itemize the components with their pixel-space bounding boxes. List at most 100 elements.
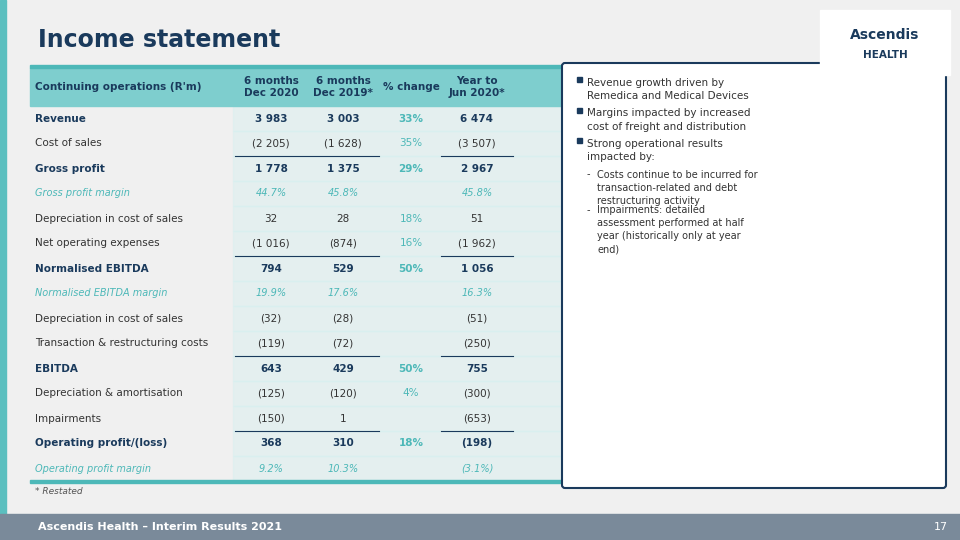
Bar bbox=[233, 256, 565, 281]
Text: % change: % change bbox=[383, 82, 440, 92]
Text: 1 375: 1 375 bbox=[326, 164, 359, 173]
Text: (250): (250) bbox=[463, 339, 491, 348]
Text: HEALTH: HEALTH bbox=[863, 51, 907, 60]
Text: (1 962): (1 962) bbox=[458, 239, 496, 248]
Text: 19.9%: 19.9% bbox=[255, 288, 287, 299]
Text: 50%: 50% bbox=[398, 363, 423, 374]
Text: 1: 1 bbox=[340, 414, 347, 423]
Text: Impairments: Impairments bbox=[35, 414, 101, 423]
Text: Year to
Jun 2020*: Year to Jun 2020* bbox=[448, 76, 505, 98]
Bar bbox=[30, 68, 565, 106]
Bar bbox=[233, 331, 565, 356]
Text: 45.8%: 45.8% bbox=[327, 188, 359, 199]
Text: Gross profit: Gross profit bbox=[35, 164, 105, 173]
Text: -: - bbox=[587, 205, 590, 215]
Bar bbox=[233, 456, 565, 481]
Text: (300): (300) bbox=[463, 388, 491, 399]
Text: Depreciation in cost of sales: Depreciation in cost of sales bbox=[35, 314, 183, 323]
Text: 3 003: 3 003 bbox=[326, 113, 359, 124]
Text: 51: 51 bbox=[470, 213, 484, 224]
Text: 6 months
Dec 2019*: 6 months Dec 2019* bbox=[313, 76, 372, 98]
Text: 1 778: 1 778 bbox=[254, 164, 287, 173]
Text: 643: 643 bbox=[260, 363, 282, 374]
Text: 429: 429 bbox=[332, 363, 354, 374]
Bar bbox=[233, 181, 565, 206]
Text: 529: 529 bbox=[332, 264, 354, 273]
Text: 33%: 33% bbox=[398, 113, 423, 124]
Text: 16%: 16% bbox=[399, 239, 422, 248]
Text: Income statement: Income statement bbox=[38, 28, 280, 52]
Bar bbox=[0, 514, 960, 540]
Bar bbox=[233, 131, 565, 156]
Text: 18%: 18% bbox=[399, 213, 422, 224]
Text: Revenue: Revenue bbox=[35, 113, 85, 124]
Bar bbox=[233, 381, 565, 406]
Text: (120): (120) bbox=[329, 388, 357, 399]
Text: Margins impacted by increased
cost of freight and distribution: Margins impacted by increased cost of fr… bbox=[587, 109, 751, 132]
Text: 755: 755 bbox=[466, 363, 488, 374]
Text: 44.7%: 44.7% bbox=[255, 188, 287, 199]
Text: 17.6%: 17.6% bbox=[327, 288, 359, 299]
Bar bbox=[30, 480, 565, 483]
Bar bbox=[233, 231, 565, 256]
Text: (874): (874) bbox=[329, 239, 357, 248]
Text: 18%: 18% bbox=[398, 438, 423, 449]
Text: (653): (653) bbox=[463, 414, 491, 423]
Text: Depreciation in cost of sales: Depreciation in cost of sales bbox=[35, 213, 183, 224]
Bar bbox=[233, 281, 565, 306]
Text: 310: 310 bbox=[332, 438, 354, 449]
Text: Net operating expenses: Net operating expenses bbox=[35, 239, 159, 248]
Text: Continuing operations (R'm): Continuing operations (R'm) bbox=[35, 82, 202, 92]
Bar bbox=[0, 0, 6, 514]
Text: Operating profit margin: Operating profit margin bbox=[35, 463, 151, 474]
Text: (1 628): (1 628) bbox=[324, 138, 362, 149]
Text: (3 507): (3 507) bbox=[458, 138, 495, 149]
Bar bbox=[577, 107, 582, 112]
Text: 4%: 4% bbox=[403, 388, 420, 399]
Bar bbox=[233, 431, 565, 456]
Text: Ascendis: Ascendis bbox=[851, 28, 920, 42]
Text: (2 205): (2 205) bbox=[252, 138, 290, 149]
Text: 6 474: 6 474 bbox=[461, 113, 493, 124]
Text: 3 983: 3 983 bbox=[254, 113, 287, 124]
Bar bbox=[233, 406, 565, 431]
Text: 29%: 29% bbox=[398, 164, 423, 173]
Text: Impairments: detailed
assessment performed at half
year (historically only at ye: Impairments: detailed assessment perform… bbox=[597, 205, 744, 254]
Bar bbox=[577, 77, 582, 82]
Text: 50%: 50% bbox=[398, 264, 423, 273]
Text: Revenue growth driven by
Remedica and Medical Devices: Revenue growth driven by Remedica and Me… bbox=[587, 78, 749, 101]
Text: 28: 28 bbox=[336, 213, 349, 224]
Text: Transaction & restructuring costs: Transaction & restructuring costs bbox=[35, 339, 208, 348]
Text: EBITDA: EBITDA bbox=[35, 363, 78, 374]
Text: 10.3%: 10.3% bbox=[327, 463, 359, 474]
Bar bbox=[233, 206, 565, 231]
Text: Depreciation & amortisation: Depreciation & amortisation bbox=[35, 388, 182, 399]
Bar bbox=[30, 65, 565, 68]
Text: 1 056: 1 056 bbox=[461, 264, 493, 273]
Text: Costs continue to be incurred for
transaction-related and debt
restructuring act: Costs continue to be incurred for transa… bbox=[597, 170, 757, 206]
Text: -: - bbox=[587, 170, 590, 179]
Text: (51): (51) bbox=[467, 314, 488, 323]
Bar bbox=[233, 306, 565, 331]
Text: Ascendis Health – Interim Results 2021: Ascendis Health – Interim Results 2021 bbox=[38, 522, 282, 532]
Text: 35%: 35% bbox=[399, 138, 422, 149]
Text: 17: 17 bbox=[934, 522, 948, 532]
Text: 368: 368 bbox=[260, 438, 282, 449]
Text: Normalised EBITDA margin: Normalised EBITDA margin bbox=[35, 288, 167, 299]
Text: (32): (32) bbox=[260, 314, 281, 323]
Text: 16.3%: 16.3% bbox=[462, 288, 492, 299]
Text: (72): (72) bbox=[332, 339, 353, 348]
Bar bbox=[233, 106, 565, 131]
Text: Gross profit margin: Gross profit margin bbox=[35, 188, 130, 199]
Text: * Restated: * Restated bbox=[35, 487, 83, 496]
Text: (150): (150) bbox=[257, 414, 285, 423]
Text: 45.8%: 45.8% bbox=[462, 188, 492, 199]
Text: (3.1%): (3.1%) bbox=[461, 463, 493, 474]
Text: 794: 794 bbox=[260, 264, 282, 273]
Text: 9.2%: 9.2% bbox=[258, 463, 283, 474]
Text: 6 months
Dec 2020: 6 months Dec 2020 bbox=[244, 76, 299, 98]
Text: 32: 32 bbox=[264, 213, 277, 224]
Text: (125): (125) bbox=[257, 388, 285, 399]
Bar bbox=[233, 356, 565, 381]
Bar bbox=[233, 156, 565, 181]
